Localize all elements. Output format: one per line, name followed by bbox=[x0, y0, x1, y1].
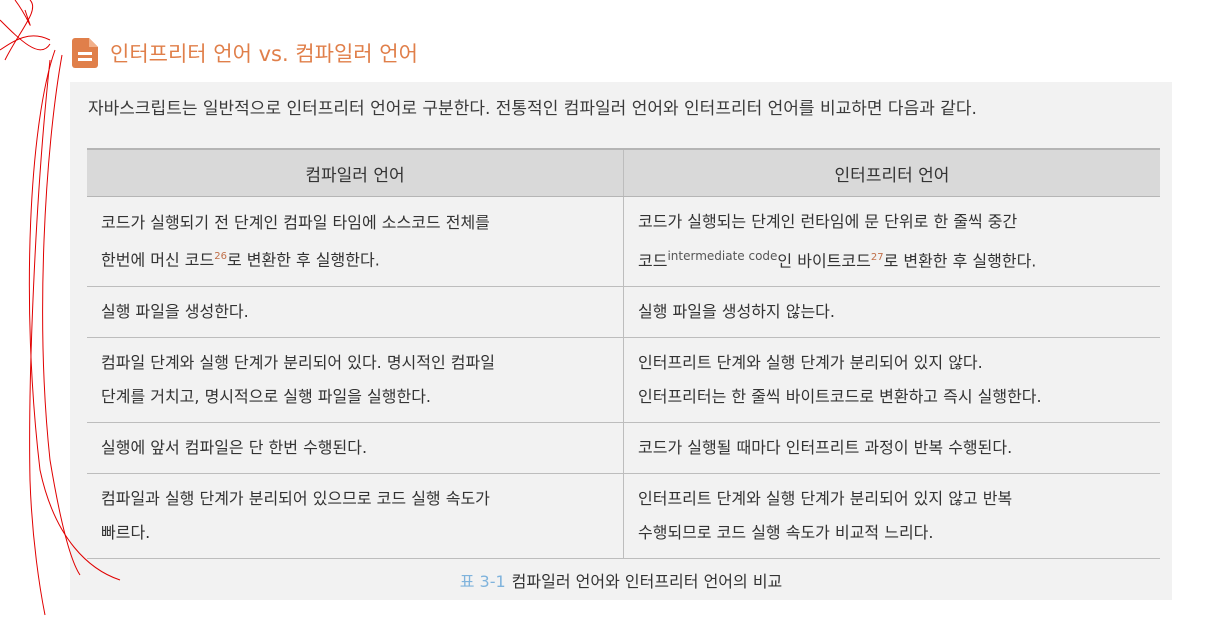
red-pen-annotation bbox=[0, 0, 121, 616]
cell: 실행 파일을 생성한다. bbox=[87, 286, 624, 339]
caption-number: 표 3-1 bbox=[459, 572, 506, 591]
cell: 컴파일과 실행 단계가 분리되어 있으므로 코드 실행 속도가 빠르다. bbox=[87, 473, 624, 560]
table-row: 컴파일과 실행 단계가 분리되어 있으므로 코드 실행 속도가 빠르다. 인터프리… bbox=[87, 473, 1160, 560]
cell: 인터프리트 단계와 실행 단계가 분리되어 있지 않다. 인터프리터는 한 줄씩 … bbox=[623, 337, 1160, 424]
comparison-table: 컴파일러 언어 인터프리터 언어 코드가 실행되기 전 단계인 컴파일 타임에 … bbox=[87, 148, 1160, 560]
table-row: 실행 파일을 생성한다. 실행 파일을 생성하지 않는다. bbox=[87, 286, 1160, 339]
table-row: 코드가 실행되기 전 단계인 컴파일 타임에 소스코드 전체를 한번에 머신 코드… bbox=[87, 196, 1160, 288]
table-row: 컴파일 단계와 실행 단계가 분리되어 있다. 명시적인 컴파일 단계를 거치고,… bbox=[87, 337, 1160, 424]
cell: 코드가 실행되기 전 단계인 컴파일 타임에 소스코드 전체를 한번에 머신 코드… bbox=[87, 196, 624, 288]
intro-text: 자바스크립트는 일반적으로 인터프리터 언어로 구분한다. 전통적인 컴파일러 … bbox=[88, 99, 977, 119]
document-icon bbox=[72, 38, 98, 68]
cell: 실행에 앞서 컴파일은 단 한번 수행된다. bbox=[87, 422, 624, 475]
table-caption: 표 3-1 컴파일러 언어와 인터프리터 언어의 비교 bbox=[70, 568, 1172, 592]
header-interpreter: 인터프리터 언어 bbox=[623, 148, 1160, 197]
section-title: 인터프리터 언어 vs. 컴파일러 언어 bbox=[72, 38, 418, 68]
cell: 컴파일 단계와 실행 단계가 분리되어 있다. 명시적인 컴파일 단계를 거치고,… bbox=[87, 337, 624, 424]
cell: 인터프리트 단계와 실행 단계가 분리되어 있지 않고 반복 수행되므로 코드 실… bbox=[623, 473, 1160, 560]
table-header: 컴파일러 언어 인터프리터 언어 bbox=[87, 148, 1160, 197]
header-compiler: 컴파일러 언어 bbox=[87, 148, 624, 197]
cell: 코드가 실행되는 단계인 런타임에 문 단위로 한 줄씩 중간 코드interme… bbox=[623, 196, 1160, 288]
cell: 코드가 실행될 때마다 인터프리트 과정이 반복 수행된다. bbox=[623, 422, 1160, 475]
content-panel: 자바스크립트는 일반적으로 인터프리터 언어로 구분한다. 전통적인 컴파일러 … bbox=[70, 82, 1172, 600]
table-row: 실행에 앞서 컴파일은 단 한번 수행된다. 코드가 실행될 때마다 인터프리트… bbox=[87, 422, 1160, 475]
cell: 실행 파일을 생성하지 않는다. bbox=[623, 286, 1160, 339]
caption-text: 컴파일러 언어와 인터프리터 언어의 비교 bbox=[511, 572, 783, 591]
title-text: 인터프리터 언어 vs. 컴파일러 언어 bbox=[110, 42, 418, 66]
